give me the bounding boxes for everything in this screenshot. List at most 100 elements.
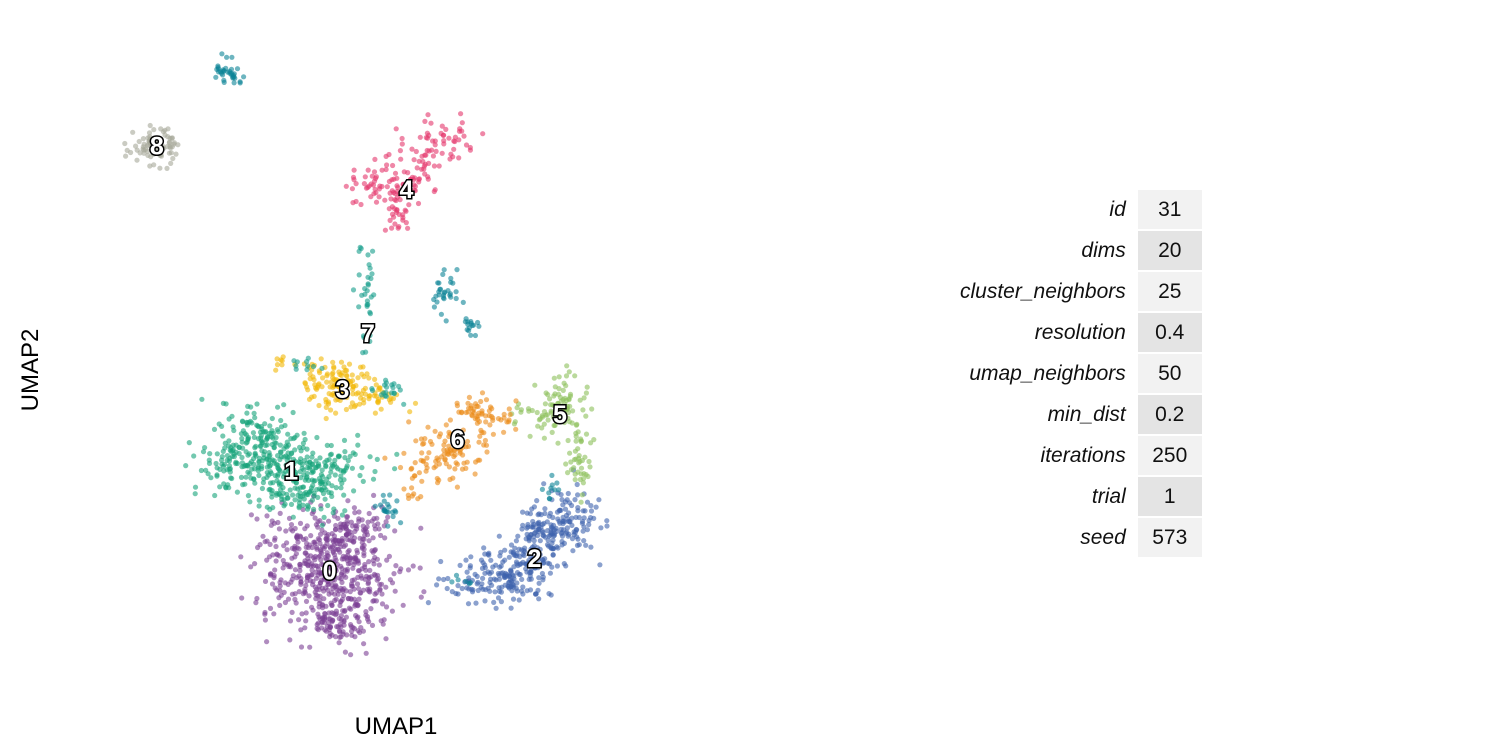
data-point xyxy=(451,447,457,453)
data-point xyxy=(467,147,473,153)
data-point xyxy=(542,401,549,407)
data-point xyxy=(307,459,313,465)
data-point xyxy=(319,467,325,473)
data-point xyxy=(428,120,434,126)
data-point xyxy=(297,568,303,574)
data-point xyxy=(320,615,326,622)
data-point xyxy=(477,433,483,439)
data-point xyxy=(208,475,214,481)
data-point xyxy=(369,622,376,629)
data-point xyxy=(279,358,285,364)
data-point xyxy=(466,394,472,400)
data-point xyxy=(381,508,387,514)
data-point xyxy=(402,207,408,213)
data-point xyxy=(344,463,350,469)
data-point xyxy=(317,370,323,376)
data-point xyxy=(465,601,472,607)
data-point xyxy=(331,392,337,399)
param-row-cluster-neighbors: cluster_neighbors 25 xyxy=(960,272,1202,311)
data-point xyxy=(221,481,227,487)
data-point xyxy=(373,598,379,604)
data-point xyxy=(394,498,400,504)
data-point xyxy=(437,431,443,437)
data-point xyxy=(298,644,305,650)
data-point xyxy=(133,143,139,149)
data-point xyxy=(386,504,392,510)
data-point xyxy=(452,466,458,472)
data-point xyxy=(312,539,318,545)
data-point xyxy=(464,569,470,575)
data-point xyxy=(588,544,594,550)
data-point xyxy=(560,514,566,521)
data-point xyxy=(350,539,357,545)
data-point xyxy=(156,135,162,141)
data-point xyxy=(547,396,553,402)
data-point xyxy=(535,423,541,429)
data-point xyxy=(533,591,539,597)
data-point xyxy=(377,502,384,508)
data-point xyxy=(238,431,244,437)
data-point xyxy=(296,617,302,623)
data-point xyxy=(390,396,396,402)
data-point xyxy=(248,512,254,518)
data-point xyxy=(153,149,159,155)
data-point xyxy=(479,565,486,572)
data-point xyxy=(297,561,303,567)
data-point xyxy=(231,74,237,80)
data-point xyxy=(305,387,311,393)
data-point xyxy=(324,540,330,547)
data-point xyxy=(539,425,545,431)
data-point xyxy=(396,224,402,230)
data-point xyxy=(527,433,533,439)
data-point xyxy=(549,482,555,488)
data-point xyxy=(308,485,315,491)
data-point xyxy=(277,579,283,586)
data-point xyxy=(267,423,273,429)
data-point xyxy=(394,451,400,457)
data-point xyxy=(459,409,465,415)
data-point xyxy=(583,390,590,396)
umap-scatter-plot: 0 1 2 3 4 5 6 7 8 UMAP1 UMAP2 xyxy=(17,51,610,740)
data-point xyxy=(370,535,376,541)
data-point xyxy=(256,497,262,503)
data-point xyxy=(447,156,453,162)
data-point xyxy=(290,492,296,498)
data-point xyxy=(355,432,361,438)
data-point xyxy=(431,163,437,169)
data-point xyxy=(412,400,419,406)
param-value: 25 xyxy=(1137,272,1202,311)
data-point xyxy=(455,577,461,583)
data-point xyxy=(338,359,345,365)
data-point xyxy=(280,354,286,360)
data-point xyxy=(575,508,581,514)
data-point xyxy=(531,543,537,549)
data-point xyxy=(348,519,354,525)
data-point xyxy=(344,568,350,574)
data-point xyxy=(270,505,276,511)
data-point xyxy=(412,175,418,181)
data-point xyxy=(349,372,355,378)
data-point xyxy=(536,511,542,517)
data-point xyxy=(349,583,356,589)
data-point xyxy=(328,465,334,471)
data-point xyxy=(463,578,469,584)
data-point xyxy=(297,469,303,475)
data-point xyxy=(426,148,432,154)
data-point xyxy=(332,597,338,604)
data-point xyxy=(325,502,331,509)
data-point xyxy=(373,199,380,205)
param-row-dims: dims 20 xyxy=(960,231,1202,270)
data-point xyxy=(439,123,445,129)
data-point xyxy=(536,596,542,602)
data-point xyxy=(514,561,520,567)
data-point xyxy=(445,449,451,455)
data-point xyxy=(366,262,372,268)
data-point xyxy=(273,558,279,564)
data-point xyxy=(245,452,251,458)
data-point xyxy=(369,386,375,392)
data-point xyxy=(390,513,396,520)
data-point xyxy=(372,376,378,382)
data-point xyxy=(567,450,573,456)
data-point xyxy=(292,485,298,491)
data-point xyxy=(192,484,199,490)
